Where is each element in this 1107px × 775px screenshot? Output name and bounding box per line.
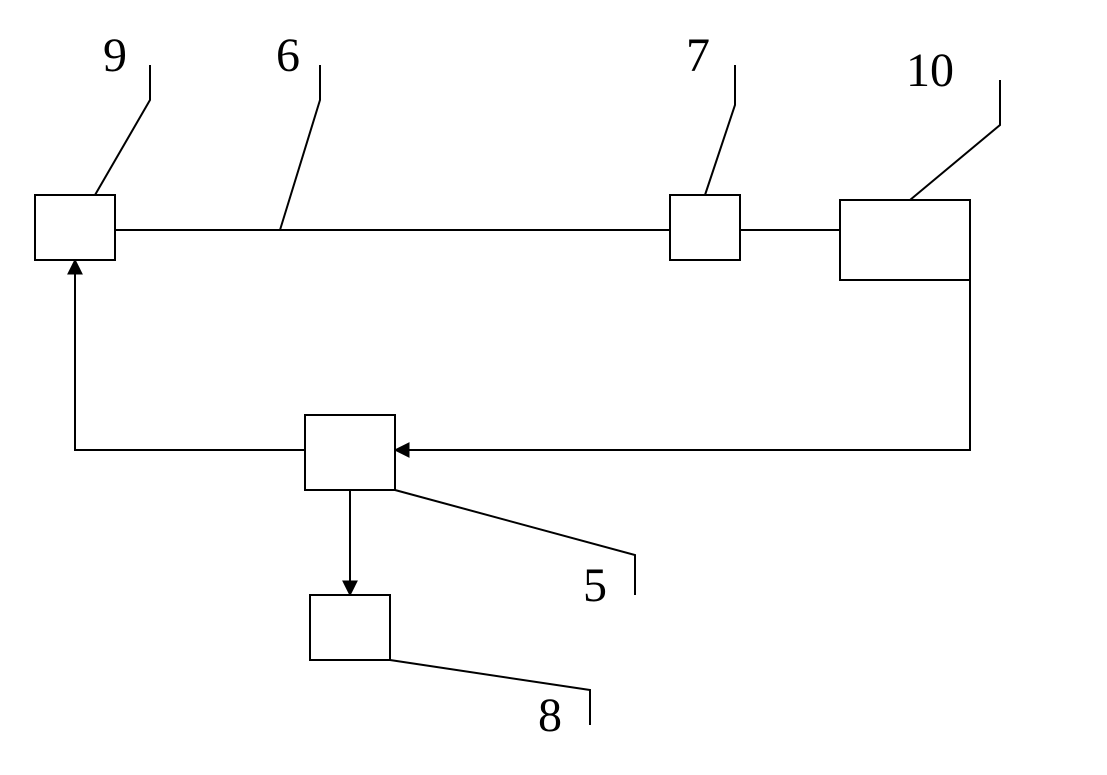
label-l7: 7 xyxy=(686,29,710,82)
label-l8: 8 xyxy=(538,689,562,742)
edge-n5-n9 xyxy=(75,260,305,450)
node-n7 xyxy=(670,195,740,260)
nodes-layer xyxy=(35,195,970,660)
node-n5 xyxy=(305,415,395,490)
label-l10: 10 xyxy=(906,44,954,97)
leader-line-l7 xyxy=(705,65,735,195)
label-l9: 9 xyxy=(103,29,127,82)
node-n10 xyxy=(840,200,970,280)
leader-line-l9 xyxy=(95,65,150,195)
edge-n10-n5 xyxy=(395,280,970,450)
edges-layer xyxy=(75,230,970,595)
leader-line-l10 xyxy=(910,80,1000,200)
label-l5: 5 xyxy=(583,559,607,612)
leaders-layer: 9 6 7 10 5 8 xyxy=(95,29,1000,742)
node-n9 xyxy=(35,195,115,260)
leader-line-l6 xyxy=(280,65,320,230)
node-n8 xyxy=(310,595,390,660)
label-l6: 6 xyxy=(276,29,300,82)
